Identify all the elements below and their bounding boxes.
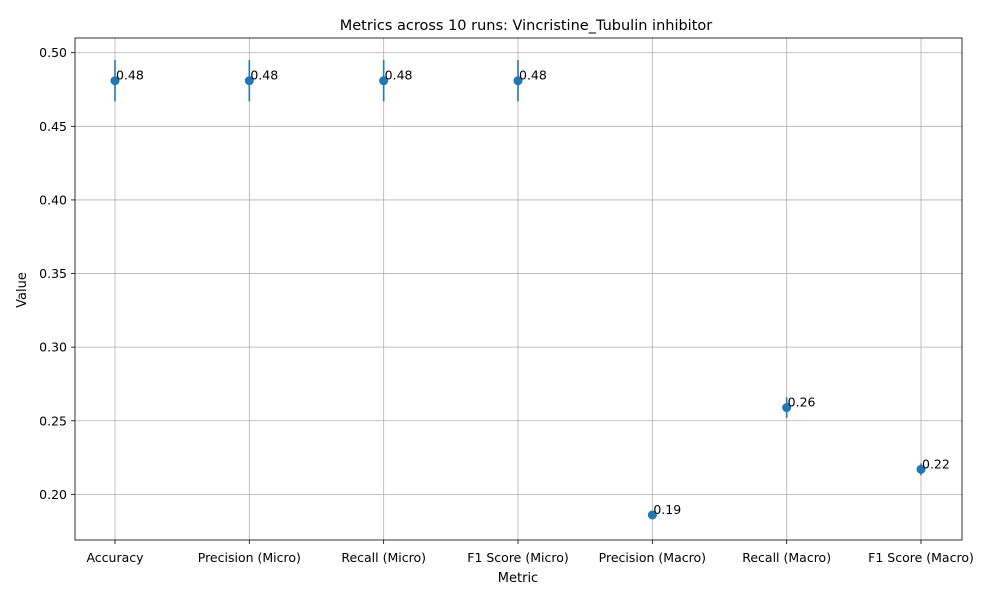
chart-title: Metrics across 10 runs: Vincristine_Tubu… [340, 18, 713, 34]
data-point [513, 76, 523, 86]
x-tick-label: Accuracy [86, 550, 144, 565]
data-label: 0.48 [519, 68, 547, 83]
data-point [916, 464, 926, 474]
axis-ticks: 0.20 0.25 0.30 0.35 0.40 0.45 0.50 Accuracy Prec… [39, 45, 974, 565]
x-tick-label: Recall (Macro) [742, 550, 831, 565]
data-point [647, 510, 657, 520]
y-tick-label: 0.50 [39, 45, 67, 60]
data-label: 0.22 [922, 456, 950, 471]
y-tick-label: 0.25 [39, 413, 67, 428]
x-tick-label: Precision (Macro) [599, 550, 706, 565]
x-tick-label: Recall (Micro) [341, 550, 426, 565]
y-tick-label: 0.20 [39, 487, 67, 502]
axes-frame [74, 37, 963, 541]
data-point [244, 76, 254, 86]
y-axis-label: Value [15, 272, 30, 308]
x-tick-label: F1 Score (Micro) [467, 550, 569, 565]
grid [75, 38, 962, 540]
data-point [110, 76, 120, 86]
y-tick-label: 0.40 [39, 192, 67, 207]
data-labels: 0.48 0.48 0.48 0.48 0.19 0.26 0.22 [116, 68, 950, 517]
x-axis-label: Metric [498, 571, 538, 586]
y-tick-label: 0.30 [39, 340, 67, 355]
data-label: 0.48 [385, 68, 413, 83]
data-point [379, 76, 389, 86]
y-tick-label: 0.35 [39, 266, 67, 281]
data-point [782, 403, 792, 413]
data-label: 0.19 [653, 502, 681, 517]
x-tick-label: Precision (Micro) [198, 550, 301, 565]
data-label: 0.48 [116, 68, 144, 83]
data-label: 0.26 [788, 395, 816, 410]
x-tick-label: F1 Score (Macro) [868, 550, 974, 565]
data-points [110, 76, 926, 520]
data-label: 0.48 [250, 68, 278, 83]
y-tick-label: 0.45 [39, 119, 67, 134]
